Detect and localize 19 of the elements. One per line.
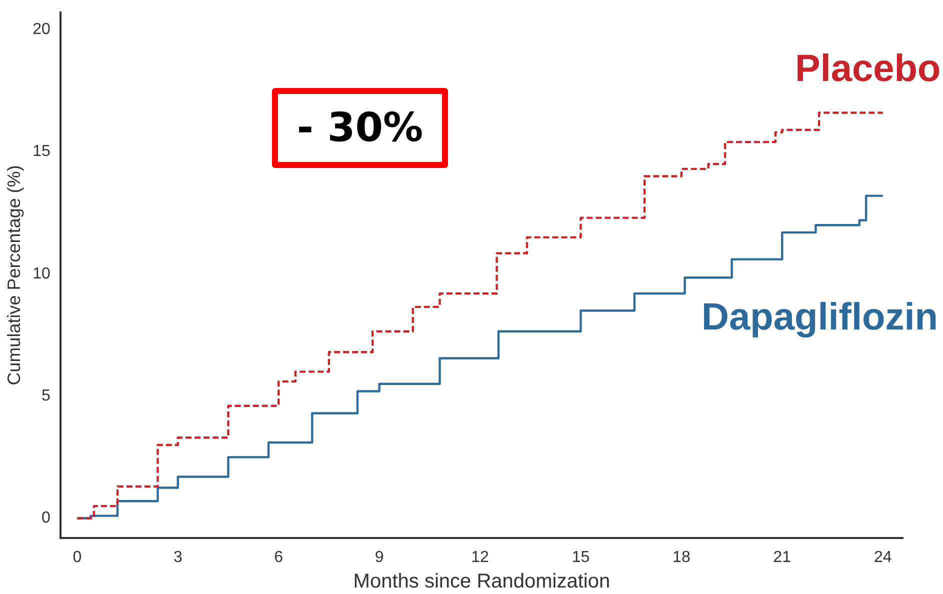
x-tick-label: 9 bbox=[374, 548, 384, 566]
y-tick-label: 5 bbox=[41, 388, 50, 405]
x-tick-label: 12 bbox=[471, 548, 490, 566]
x-tick-label: 24 bbox=[874, 548, 892, 566]
x-tick-label: 15 bbox=[572, 548, 590, 566]
annotation: - 30% bbox=[272, 88, 448, 168]
y-tick-label: 10 bbox=[32, 265, 50, 282]
x-axis-title: Months since Randomization bbox=[353, 570, 610, 593]
y-tick-label: 20 bbox=[32, 21, 50, 38]
x-tick-label: 0 bbox=[72, 548, 82, 566]
y-axis-title: Cumulative Percentage (%) bbox=[4, 165, 24, 386]
x-tick-label: 6 bbox=[274, 548, 284, 566]
series-label: Dapagliflozin bbox=[702, 296, 938, 338]
series-label: Placebo bbox=[794, 48, 941, 90]
x-tick-label: 3 bbox=[173, 548, 182, 566]
y-tick-label: 15 bbox=[32, 143, 50, 160]
x-tick-label: 18 bbox=[672, 548, 690, 566]
y-tick-label: 0 bbox=[41, 510, 50, 527]
x-tick-label: 21 bbox=[773, 548, 792, 566]
